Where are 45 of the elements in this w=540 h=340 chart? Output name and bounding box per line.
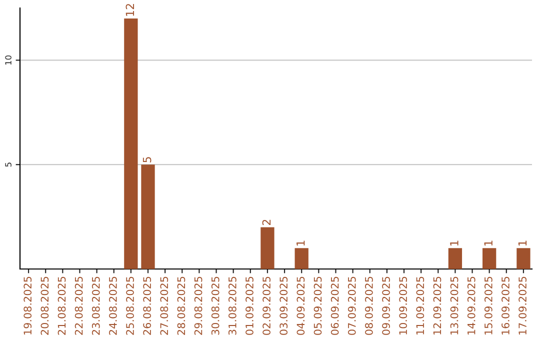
x-tick-label: 16.09.2025 bbox=[502, 276, 510, 334]
x-tick-label: 17.09.2025 bbox=[518, 276, 526, 334]
data-label: 12 bbox=[126, 4, 134, 16]
x-tick-label: 31.08.2025 bbox=[228, 276, 236, 335]
data-label: 1 bbox=[518, 240, 527, 246]
x-tick-label: 27.08.2025 bbox=[160, 276, 168, 335]
bar bbox=[124, 18, 138, 269]
data-label: 1 bbox=[484, 240, 492, 246]
bar bbox=[482, 248, 496, 269]
data-label: 1 bbox=[450, 240, 458, 246]
bar bbox=[260, 227, 274, 269]
x-tick-label: 08.09.2025 bbox=[365, 276, 373, 335]
x-tick-label: 28.08.2025 bbox=[177, 276, 186, 335]
x-tick-label: 15.09.2025 bbox=[484, 276, 492, 334]
x-tick-label: 26.08.2025 bbox=[143, 276, 152, 335]
data-label: 5 bbox=[142, 157, 152, 162]
x-tick-label: 10.09.2025 bbox=[399, 276, 408, 334]
x-tick-label: 03.09.2025 bbox=[280, 276, 288, 335]
y-tick-label: 10 bbox=[5, 55, 12, 65]
x-tick-label: 20.08.2025 bbox=[40, 276, 49, 335]
x-tick-label: 19.08.2025 bbox=[24, 276, 32, 334]
x-tick-label: 06.09.2025 bbox=[330, 276, 339, 335]
x-tick-label: 09.09.2025 bbox=[382, 276, 390, 335]
x-tick-label: 22.08.2025 bbox=[74, 276, 83, 335]
x-tick-label: 01.09.2025 bbox=[246, 276, 254, 335]
bar bbox=[516, 248, 530, 269]
x-tick-label: 05.09.2025 bbox=[314, 276, 322, 335]
x-tick-label: 29.08.2025 bbox=[194, 276, 202, 335]
data-label: 2 bbox=[262, 220, 271, 226]
data-label: 1 bbox=[296, 240, 305, 246]
x-tick-label: 11.09.2025 bbox=[416, 276, 424, 334]
x-tick-label: 13.09.2025 bbox=[450, 276, 458, 334]
bar bbox=[141, 164, 155, 269]
x-tick-label: 02.09.2025 bbox=[262, 276, 270, 335]
x-tick-label: 14.09.2025 bbox=[467, 276, 476, 334]
x-tick-label: 12.09.2025 bbox=[433, 276, 442, 334]
x-tick-label: 30.08.2025 bbox=[211, 276, 220, 335]
x-tick-label: 04.09.2025 bbox=[296, 276, 305, 335]
x-tick-label: 23.08.2025 bbox=[92, 276, 100, 335]
x-tick-label: 21.08.2025 bbox=[58, 276, 66, 335]
bar bbox=[448, 248, 462, 269]
bar bbox=[294, 248, 308, 269]
x-tick-label: 24.08.2025 bbox=[109, 276, 117, 335]
x-tick-label: 07.09.2025 bbox=[348, 276, 356, 335]
x-tick-label: 25.08.2025 bbox=[126, 276, 134, 335]
